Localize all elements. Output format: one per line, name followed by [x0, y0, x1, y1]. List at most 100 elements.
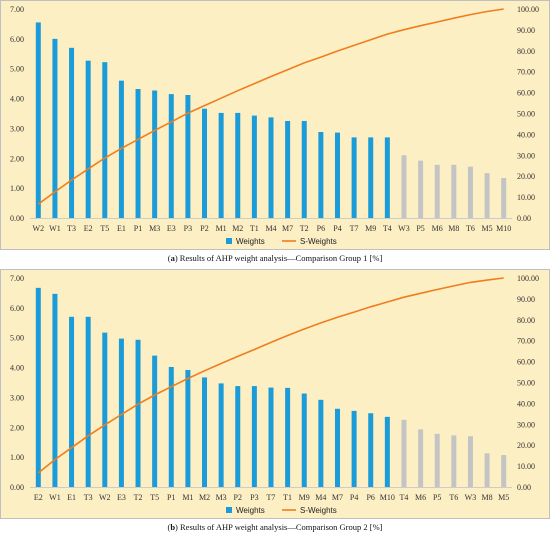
bar-W2	[35, 22, 41, 218]
series-line-s-weights	[37, 277, 504, 474]
x-tick-label: P2	[200, 224, 208, 233]
x-tick-label: T3	[67, 224, 76, 233]
x-tick-label: M9	[299, 493, 310, 502]
x-tick-label: M6	[432, 224, 443, 233]
bar-T2	[135, 339, 141, 487]
x-tick-label: P4	[350, 493, 358, 502]
y-left-tick-label: 4.00	[10, 364, 24, 373]
bar-W1	[52, 293, 58, 487]
bar-M1	[218, 112, 224, 218]
bar-M9	[368, 137, 374, 218]
y-right-tick-label: 50.00	[517, 110, 535, 119]
x-tick-label: T1	[250, 224, 259, 233]
x-tick-label: W2	[33, 224, 45, 233]
x-tick-label: M1	[182, 493, 193, 502]
x-tick-label: T6	[466, 224, 475, 233]
y-left-tick-label: 0.00	[10, 483, 24, 492]
caption-a-text: Results of AHP weight analysis—Compariso…	[179, 253, 383, 263]
x-tick-label: E1	[67, 493, 76, 502]
caption-b-text: Results of AHP weight analysis—Compariso…	[180, 522, 383, 532]
chart-a-svg: 0.00 1.00 2.00 3.00 4.00 5.00 6.00 7.00 0.00 10.0…	[0, 0, 550, 250]
y-left-tick-label: 0.00	[10, 214, 24, 223]
x-tick-label: W1	[49, 224, 61, 233]
y-left-tick-label: 2.00	[10, 423, 24, 432]
x-tick-label: M8	[482, 493, 493, 502]
x-tick-label: P2	[234, 493, 242, 502]
bar-M4	[318, 399, 324, 487]
bar-T6	[451, 435, 457, 487]
y-left-tick-label: 6.00	[10, 304, 24, 313]
x-tick-label: M7	[282, 224, 293, 233]
y-right-tick-label: 10.00	[517, 462, 535, 471]
legend-label-weights: Weights	[236, 237, 265, 246]
y-right-tick-label: 80.00	[517, 47, 535, 56]
caption-a-letter: a	[170, 253, 175, 263]
chart-a-background	[0, 0, 550, 250]
x-tick-label: E2	[34, 493, 43, 502]
bar-T7	[351, 137, 357, 218]
x-tick-label: P4	[333, 224, 341, 233]
x-tick-label: T5	[150, 493, 159, 502]
x-tick-label: W3	[465, 493, 477, 502]
bar-M3	[152, 90, 158, 218]
x-tick-label: M8	[448, 224, 459, 233]
caption-b: (b) Results of AHP weight analysis—Compa…	[167, 522, 383, 532]
x-tick-label: E3	[117, 493, 126, 502]
bar-E3	[118, 338, 124, 487]
x-tick-label: P1	[134, 224, 142, 233]
bar-E1	[69, 316, 75, 487]
x-tick-label: P3	[184, 224, 192, 233]
y-left-tick-label: 7.00	[10, 5, 24, 14]
y-right-tick-label: 60.00	[517, 89, 535, 98]
caption-b-letter: b	[170, 522, 176, 532]
x-tick-label: M3	[149, 224, 160, 233]
x-tick-label: P6	[366, 493, 374, 502]
x-tick-label: M5	[498, 493, 509, 502]
bar-M5	[484, 173, 490, 218]
bar-P5	[434, 433, 440, 487]
x-tick-label: T5	[100, 224, 109, 233]
x-tick-label: T4	[400, 493, 409, 502]
bar-M4	[268, 117, 274, 218]
bar-M8	[451, 164, 457, 218]
x-tick-label: T6	[449, 493, 458, 502]
x-tick-label: M2	[232, 224, 243, 233]
bar-E3	[168, 94, 174, 218]
y-left-tick-label: 7.00	[10, 274, 24, 283]
y-right-tick-label: 50.00	[517, 379, 535, 388]
y-left-tick-label: 4.00	[10, 95, 24, 104]
bar-T1	[251, 115, 257, 218]
y-left-tick-label: 5.00	[10, 65, 24, 74]
legend-label-weights: Weights	[236, 506, 265, 515]
y-right-tick-label: 70.00	[517, 68, 535, 77]
bar-T5	[102, 62, 108, 218]
x-tick-label: W1	[49, 493, 61, 502]
bar-P2	[235, 386, 241, 487]
bar-M8	[484, 453, 490, 487]
series-line-s-weights	[37, 8, 504, 205]
y-left-tick-label: 1.00	[10, 453, 24, 462]
legend-label-s-weights: S-Weights	[300, 506, 337, 515]
bar-M2	[235, 112, 241, 218]
bar-W1	[52, 38, 58, 218]
x-tick-label: W3	[398, 224, 410, 233]
y-right-tick-label: 100.00	[517, 274, 539, 283]
bar-T1	[285, 387, 291, 487]
y-right-tick-label: 70.00	[517, 337, 535, 346]
x-tick-label: M1	[216, 224, 227, 233]
x-tick-label: M6	[415, 493, 426, 502]
bar-M1	[185, 369, 191, 487]
y-left-tick-label: 2.00	[10, 154, 24, 163]
x-tick-label: T7	[267, 493, 276, 502]
bar-M10	[384, 416, 390, 487]
x-tick-label: T4	[383, 224, 392, 233]
x-tick-label: T7	[350, 224, 359, 233]
bar-M10	[501, 177, 507, 218]
bar-W2	[102, 332, 108, 487]
y-right-tick-label: 90.00	[517, 295, 535, 304]
bar-T2	[301, 120, 307, 218]
y-right-tick-label: 40.00	[517, 130, 535, 139]
y-right-tick-label: 80.00	[517, 316, 535, 325]
bar-P4	[351, 410, 357, 487]
y-left-tick-label: 5.00	[10, 334, 24, 343]
